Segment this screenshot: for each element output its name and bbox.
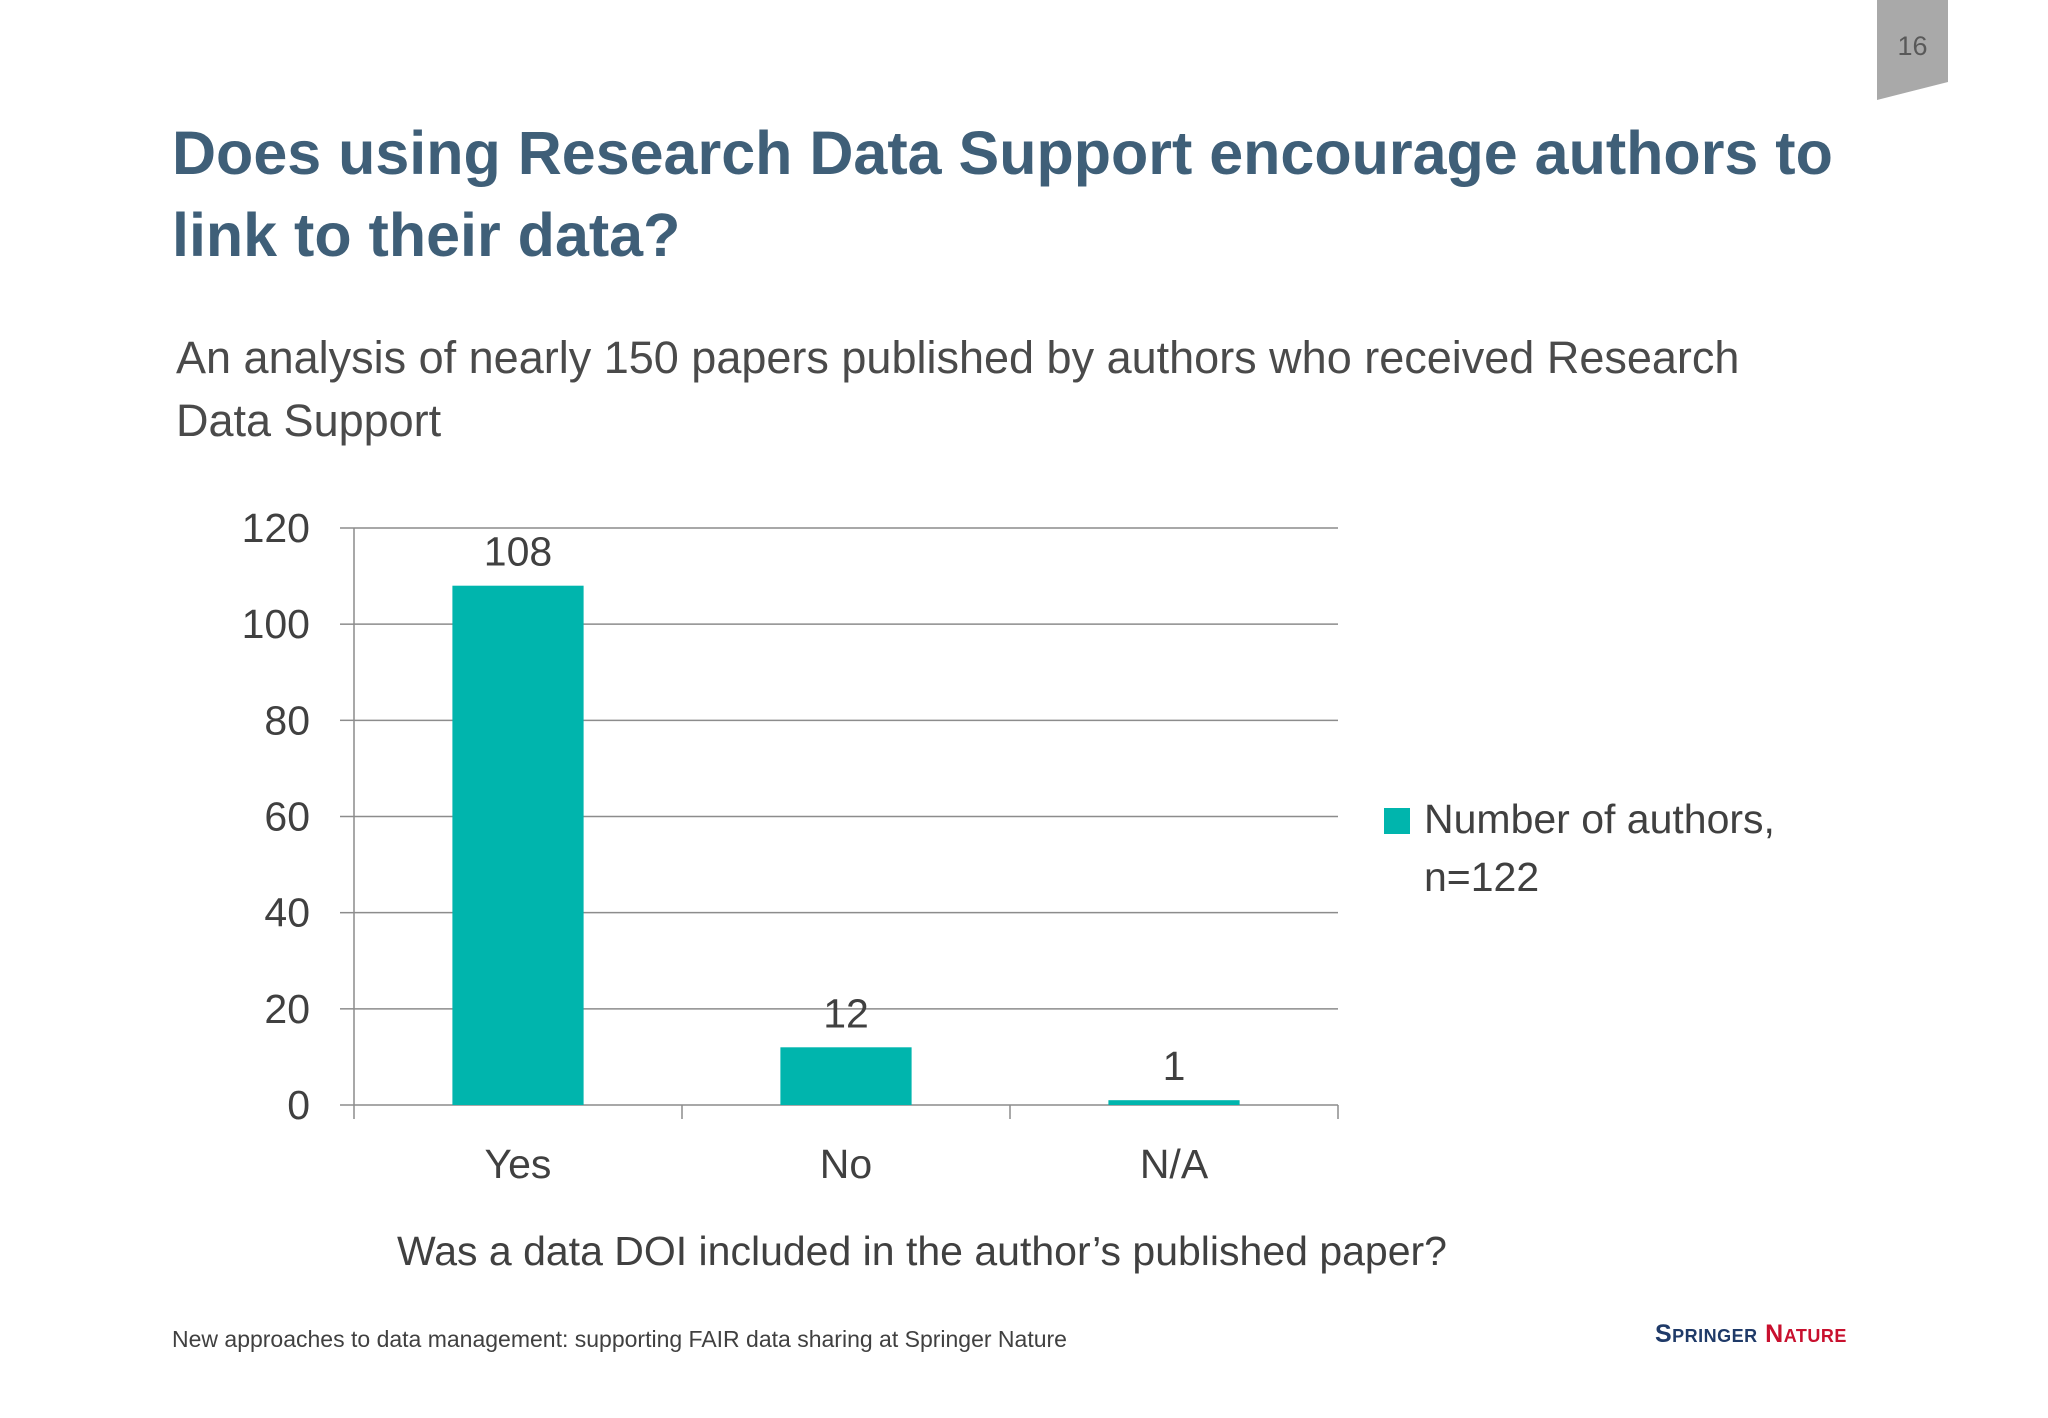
bar-no	[780, 1047, 912, 1105]
bar-layer	[452, 585, 1240, 1105]
y-tick-label: 20	[264, 986, 310, 1032]
slide-title: Does using Research Data Support encoura…	[172, 119, 1833, 269]
legend-label: Number of authors, n=122	[1424, 796, 1775, 900]
footer-text: New approaches to data management: suppo…	[172, 1326, 1067, 1352]
bar-na	[1108, 1100, 1240, 1105]
x-axis-title: Was a data DOI included in the author’s …	[397, 1228, 1447, 1274]
data-label: 1	[1163, 1043, 1186, 1089]
label-layer: 108 Yes 12 No 1 N/A	[484, 529, 1209, 1187]
y-tick-label: 0	[287, 1082, 310, 1128]
logo-part-nature: Nature	[1765, 1320, 1847, 1348]
data-label: 108	[484, 529, 552, 575]
page-number-tab	[1877, 0, 1948, 100]
y-tick-label: 60	[264, 794, 310, 840]
y-tick-label: 40	[264, 890, 310, 936]
y-tick-label: 120	[242, 505, 310, 551]
slide-subtitle: An analysis of nearly 150 papers publish…	[176, 332, 1740, 446]
bar-yes	[452, 585, 584, 1105]
page-number: 16	[1897, 31, 1928, 61]
data-label: 12	[823, 990, 869, 1036]
y-tick-label: 80	[264, 697, 310, 743]
springer-nature-logo: Springer Nature	[1655, 1320, 1847, 1349]
y-tick-label: 100	[242, 601, 310, 647]
x-tick-label: N/A	[1140, 1141, 1209, 1187]
legend-swatch	[1384, 808, 1410, 834]
logo-part-springer: Springer	[1655, 1320, 1758, 1348]
axis-layer: 0 20 40 60 80 100 120	[242, 505, 1339, 1128]
x-tick-label: Yes	[485, 1141, 552, 1187]
x-tick-label: No	[820, 1141, 872, 1187]
